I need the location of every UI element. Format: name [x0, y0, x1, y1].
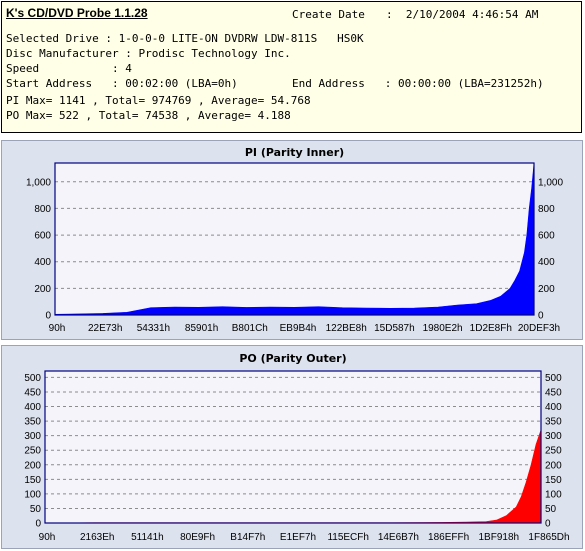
x-tick-label: 186EFFh	[428, 532, 469, 543]
x-tick-label: B801Ch	[232, 323, 268, 334]
y-tick-label-right: 400	[545, 402, 562, 413]
y-tick-label-right: 450	[545, 387, 562, 398]
plot-area	[45, 371, 541, 523]
y-tick-label-left: 800	[34, 204, 51, 215]
y-tick-label-right: 200	[538, 284, 555, 295]
y-tick-label-right: 500	[545, 373, 562, 384]
y-tick-label-left: 200	[24, 460, 41, 471]
data-series-area	[54, 162, 535, 316]
x-tick-label: E1EF7h	[280, 532, 316, 543]
app-title: K's CD/DVD Probe 1.1.28	[6, 6, 148, 20]
y-tick-label-right: 1,000	[538, 177, 563, 188]
x-tick-label: 1D2E8Fh	[470, 323, 512, 334]
x-tick-label: B14F7h	[230, 532, 265, 543]
po-chart-panel: PO (Parity Outer) 0 0 50 50 100 100 150 150 200 20…	[1, 345, 583, 549]
speed: Speed : 4	[6, 62, 132, 75]
selected-drive: Selected Drive : 1-0-0-0 LITE-ON DVDRW L…	[6, 32, 364, 45]
y-tick-label-right: 50	[545, 504, 557, 515]
info-panel: K's CD/DVD Probe 1.1.28 Create Date : 2/…	[1, 1, 582, 133]
x-tick-label: 115ECFh	[327, 532, 369, 543]
chart-title: PI (Parity Inner)	[245, 146, 344, 159]
x-tick-label: 20DEF3h	[518, 323, 560, 334]
x-tick-label: 2163Eh	[80, 532, 114, 543]
y-tick-label-left: 0	[45, 311, 51, 322]
y-tick-label-right: 250	[545, 446, 562, 457]
x-tick-label: 1BF918h	[479, 532, 520, 543]
y-tick-label-left: 50	[30, 504, 42, 515]
y-tick-label-left: 600	[34, 231, 51, 242]
x-tick-label: 1980E2h	[423, 323, 463, 334]
y-tick-label-right: 800	[538, 204, 555, 215]
x-tick-label: 54331h	[137, 323, 170, 334]
y-tick-label-left: 300	[24, 431, 41, 442]
y-tick-label-left: 100	[24, 489, 41, 500]
x-tick-label: 14E6B7h	[378, 532, 419, 543]
y-tick-label-left: 150	[24, 475, 41, 486]
x-tick-label: 90h	[39, 532, 56, 543]
x-tick-label: 85901h	[185, 323, 218, 334]
create-date-value: : 2/10/2004 4:46:54 AM	[386, 8, 539, 21]
end-address: End Address : 00:00:00 (LBA=231252h)	[292, 77, 544, 90]
y-tick-label-right: 100	[545, 489, 562, 500]
y-tick-label-left: 200	[34, 284, 51, 295]
y-tick-label-right: 400	[538, 257, 555, 268]
y-tick-label-left: 350	[24, 417, 41, 428]
y-tick-label-left: 450	[24, 387, 41, 398]
y-tick-label-right: 0	[545, 519, 551, 530]
x-tick-label: 51141h	[131, 532, 164, 543]
pi-chart: PI (Parity Inner) 0 0 200 200 400 400 600 600 800…	[26, 146, 563, 334]
x-tick-label: 22E73h	[88, 323, 122, 334]
po-stats: PO Max= 522 , Total= 74538 , Average= 4.…	[6, 109, 291, 122]
pi-stats: PI Max= 1141 , Total= 974769 , Average= …	[6, 94, 311, 107]
x-tick-label: EB9B4h	[280, 323, 317, 334]
start-address: Start Address : 00:02:00 (LBA=0h)	[6, 77, 238, 90]
y-tick-label-left: 400	[34, 257, 51, 268]
po-chart: PO (Parity Outer) 0 0 50 50 100 100 150 150 200 20…	[24, 352, 569, 543]
x-tick-label: 90h	[49, 323, 66, 334]
y-tick-label-right: 300	[545, 431, 562, 442]
x-tick-label: 1F865Dh	[528, 532, 569, 543]
plot-frame	[54, 162, 535, 316]
y-tick-label-right: 350	[545, 417, 562, 428]
plot-frame	[44, 370, 542, 524]
y-tick-label-left: 500	[24, 373, 41, 384]
pi-chart-panel: PI (Parity Inner) 0 0 200 200 400 400 600 600 800…	[1, 140, 583, 340]
y-tick-label-left: 1,000	[26, 177, 51, 188]
create-date-label: Create Date	[292, 8, 365, 21]
y-tick-label-left: 0	[35, 519, 41, 530]
chart-title: PO (Parity Outer)	[239, 352, 346, 365]
plot-area	[55, 163, 534, 315]
y-tick-label-right: 0	[538, 311, 544, 322]
y-tick-label-right: 600	[538, 231, 555, 242]
disc-manufacturer: Disc Manufacturer : Prodisc Technology I…	[6, 47, 291, 60]
y-tick-label-left: 400	[24, 402, 41, 413]
y-tick-label-right: 200	[545, 460, 562, 471]
x-tick-label: 122BE8h	[326, 323, 367, 334]
y-tick-label-right: 150	[545, 475, 562, 486]
y-tick-label-left: 250	[24, 446, 41, 457]
x-tick-label: 15D587h	[374, 323, 415, 334]
x-tick-label: 80E9Fh	[180, 532, 215, 543]
